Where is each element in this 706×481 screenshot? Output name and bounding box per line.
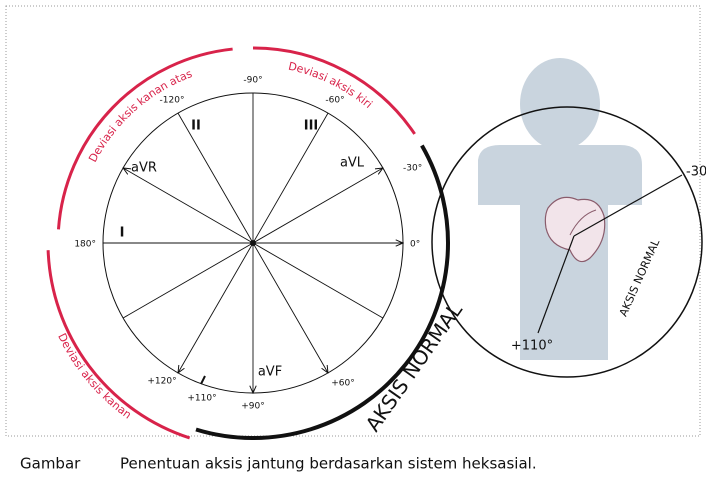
normal-label: AKSIS NORMAL <box>361 298 468 436</box>
angle-label: 0° <box>410 240 420 250</box>
deviation-arc <box>253 48 415 134</box>
angle-label: -30° <box>403 164 422 174</box>
axis-spoke <box>253 243 383 318</box>
figure: -90° -120° -60° -30° 180° 0° +120° +110°… <box>0 0 706 481</box>
axis-tick <box>201 376 205 384</box>
angle-label: -120° <box>160 96 185 106</box>
axis-spoke <box>178 243 253 373</box>
lead-label: aVR <box>131 161 157 176</box>
angle-label: +120° <box>147 377 176 387</box>
angle-label: +110° <box>187 394 216 404</box>
axis-spoke <box>253 168 383 243</box>
lead-label: III <box>304 119 319 134</box>
deviation-label-path: Deviasi aksis kanan atas <box>86 67 194 164</box>
angle-label: -60° <box>325 96 344 106</box>
normal-arc <box>196 146 448 439</box>
axis-spoke <box>178 113 253 243</box>
deviation-arc <box>58 49 232 229</box>
body-diagram: -30° +110° AKSIS NORMAL <box>432 58 706 377</box>
center-dot <box>250 240 256 246</box>
lead-label: I <box>120 226 125 241</box>
caption-text: Penentuan aksis jantung berdasarkan sist… <box>120 455 537 473</box>
axis-spoke <box>253 243 328 373</box>
deviation-label-path: Deviasi aksis kanan <box>55 331 134 421</box>
deviation-label: Deviasi aksis kanan <box>55 331 134 421</box>
angle-label: +110° <box>511 339 553 354</box>
lead-label: II <box>191 119 201 134</box>
angle-label: 180° <box>74 240 96 250</box>
normal-label: AKSIS NORMAL <box>617 236 663 318</box>
angle-label: +60° <box>331 379 355 389</box>
angle-label: -30° <box>686 165 706 180</box>
axis-spoke <box>123 168 253 243</box>
caption-label: Gambar <box>20 455 81 473</box>
angle-label: +90° <box>241 402 265 412</box>
silhouette-head <box>520 58 600 150</box>
angle-label: -90° <box>243 76 262 86</box>
lead-label: aVF <box>258 365 282 380</box>
silhouette-body <box>478 145 642 360</box>
lead-label: aVL <box>340 156 365 171</box>
hexaxial-diagram: -90° -120° -60° -30° 180° 0° +120° +110°… <box>48 48 467 438</box>
deviation-label: Deviasi aksis kanan atas <box>86 67 194 164</box>
axis-spoke <box>123 243 253 318</box>
